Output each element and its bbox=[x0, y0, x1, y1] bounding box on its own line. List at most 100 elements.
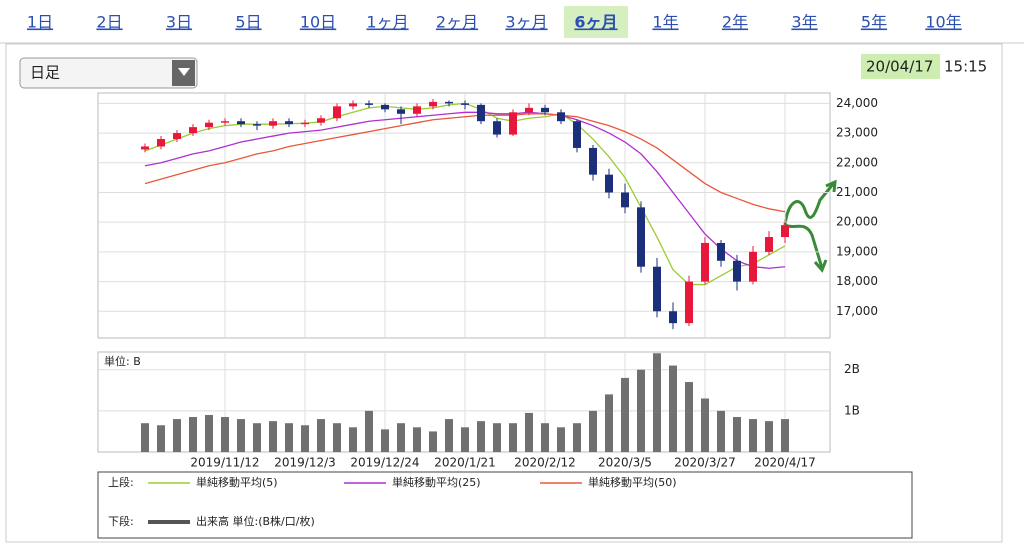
y-tick-label: 2B bbox=[844, 362, 860, 376]
volume-bar bbox=[429, 431, 437, 452]
highlight bbox=[861, 54, 940, 79]
candle-body bbox=[493, 121, 501, 135]
tab[interactable]: 2日 bbox=[96, 13, 122, 32]
legend-label: 単純移動平均(5) bbox=[196, 475, 278, 489]
volume-bar bbox=[717, 410, 725, 452]
volume-bar bbox=[141, 423, 149, 452]
x-tick-label: 2020/4/17 bbox=[754, 456, 816, 470]
volume-bar bbox=[685, 382, 693, 452]
x-tick-label: 2020/1/21 bbox=[434, 456, 496, 470]
x-tick-label: 2020/2/12 bbox=[514, 456, 576, 470]
candle-body bbox=[157, 139, 165, 147]
tab[interactable]: 5年 bbox=[861, 13, 887, 32]
tab[interactable]: 5日 bbox=[235, 13, 261, 32]
tab[interactable]: 2年 bbox=[722, 13, 748, 32]
tab[interactable]: 10日 bbox=[300, 13, 336, 32]
volume-bar bbox=[285, 423, 293, 452]
volume-bar bbox=[669, 365, 677, 452]
y-tick-label: 1B bbox=[844, 403, 860, 417]
volume-bar bbox=[445, 419, 453, 452]
y-tick-label: 24,000 bbox=[836, 96, 878, 110]
ma-line bbox=[144, 111, 786, 269]
price-plot bbox=[97, 92, 831, 339]
volume-bar bbox=[653, 353, 661, 452]
candle-body bbox=[221, 121, 229, 123]
candle-body bbox=[285, 121, 293, 125]
volume-bar bbox=[701, 398, 709, 452]
volume-bar bbox=[621, 377, 629, 452]
tab[interactable]: 2ヶ月 bbox=[436, 13, 478, 32]
y-tick-label: 21,000 bbox=[836, 185, 878, 199]
x-tick-label: 2019/12/3 bbox=[274, 456, 336, 470]
tab[interactable]: 1ヶ月 bbox=[366, 13, 408, 32]
tab[interactable]: 10年 bbox=[925, 13, 961, 32]
volume-bar bbox=[349, 427, 357, 452]
tab-bar: 1日 2日 3日 5日 10日 1ヶ月 2ヶ月 3ヶ月 6ヶ月 1年 2年 3年 5年 10年 bbox=[27, 6, 962, 38]
volume-bar bbox=[381, 429, 389, 452]
candle-body bbox=[365, 103, 373, 105]
x-tick-label: 2020/3/27 bbox=[674, 456, 736, 470]
tab[interactable]: 1年 bbox=[652, 13, 678, 32]
tab[interactable]: 3ヶ月 bbox=[505, 13, 547, 32]
candle-body bbox=[573, 121, 581, 148]
volume-bar bbox=[413, 427, 421, 452]
volume-bar bbox=[477, 421, 485, 452]
volume-bar bbox=[461, 427, 469, 452]
tab[interactable]: 3年 bbox=[791, 13, 817, 32]
candle-body bbox=[701, 242, 709, 282]
candle-body bbox=[205, 122, 213, 128]
volume-bar bbox=[589, 410, 597, 452]
candle-body bbox=[141, 146, 149, 150]
candle-body bbox=[461, 103, 469, 105]
candle-body bbox=[269, 121, 277, 126]
candle-body bbox=[509, 112, 517, 135]
candle-body bbox=[477, 104, 485, 122]
date: 20/04/17 bbox=[866, 58, 933, 76]
y-tick-label: 20,000 bbox=[836, 215, 878, 229]
dropdown[interactable] bbox=[19, 57, 198, 89]
candle-body bbox=[429, 101, 437, 107]
y-tick-label: 17,000 bbox=[836, 304, 878, 318]
selected-tab-bg bbox=[564, 6, 628, 38]
tab[interactable]: 3日 bbox=[166, 13, 192, 32]
tab[interactable]: 1日 bbox=[27, 13, 53, 32]
volume-bar bbox=[541, 423, 549, 452]
candle-body bbox=[669, 311, 677, 324]
tab[interactable]: 6ヶ月 bbox=[574, 13, 617, 32]
volume-bar bbox=[157, 425, 165, 452]
candle-body bbox=[685, 281, 693, 324]
candle-body bbox=[557, 112, 565, 122]
volume-bar bbox=[557, 427, 565, 452]
volume-bar bbox=[205, 414, 213, 452]
legend-label: 単純移動平均(25) bbox=[392, 475, 481, 489]
time: 15:15 bbox=[944, 58, 987, 76]
candle-body bbox=[653, 266, 661, 312]
volume-bar bbox=[253, 423, 261, 452]
annotation-down-head bbox=[813, 259, 828, 273]
candle-body bbox=[333, 106, 341, 119]
ma-line bbox=[144, 113, 786, 213]
candle-body bbox=[381, 104, 389, 110]
dropdown-label[interactable]: 日足 bbox=[30, 64, 60, 82]
y-tick-label: 22,000 bbox=[836, 155, 878, 169]
candle-body bbox=[781, 225, 789, 238]
legend-upper: 上段: bbox=[108, 475, 134, 489]
candle-body bbox=[253, 124, 261, 126]
volume-bar bbox=[333, 423, 341, 452]
volume-bar bbox=[173, 419, 181, 452]
x-tick-label: 2019/11/12 bbox=[190, 456, 259, 470]
candle-body bbox=[749, 251, 757, 282]
volume-bar bbox=[397, 423, 405, 452]
volume-bar bbox=[493, 423, 501, 452]
y-tick-label: 18,000 bbox=[836, 274, 878, 288]
candle-body bbox=[621, 192, 629, 208]
volume-bar bbox=[317, 419, 325, 452]
volume-bar bbox=[781, 419, 789, 452]
volume-bar bbox=[749, 419, 757, 452]
annotation-up-head bbox=[825, 179, 837, 193]
candle-body bbox=[541, 107, 549, 113]
volume-bar bbox=[509, 423, 517, 452]
dropdown-arrow bbox=[178, 68, 190, 76]
volume-bar bbox=[733, 417, 741, 452]
